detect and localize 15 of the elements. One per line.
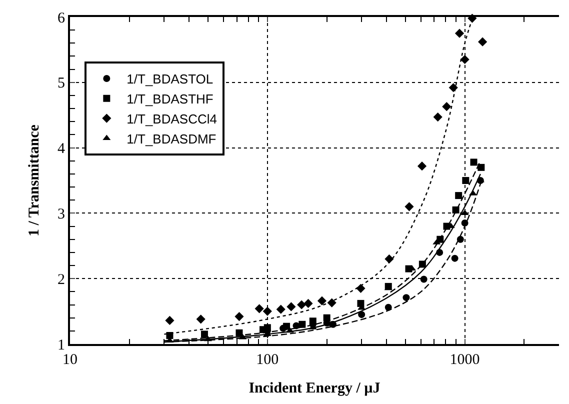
x-tick-label: 1000	[450, 352, 480, 368]
y-tick-label: 1	[58, 337, 65, 354]
y-tick-label: 5	[58, 76, 65, 92]
x-tick-label: 10	[62, 352, 78, 368]
legend-label: 1/T_BDASTOL	[126, 72, 214, 87]
y-axis-title: 1 / Transmittance	[26, 124, 42, 236]
y-tick-label: 2	[58, 272, 65, 288]
y-tick-label: 4	[58, 141, 66, 158]
legend-label: 1/T_BDASCCl4	[126, 111, 217, 126]
legend-label: 1/T_BDASDMF	[126, 131, 216, 146]
y-tick-label: 3	[58, 206, 65, 222]
x-axis-title: Incident Energy / µJ	[248, 380, 381, 396]
legend-label: 1/T_BDASTHF	[126, 91, 214, 106]
x-tick-label: 100	[256, 352, 279, 368]
y-tick-label: 6	[58, 10, 66, 26]
